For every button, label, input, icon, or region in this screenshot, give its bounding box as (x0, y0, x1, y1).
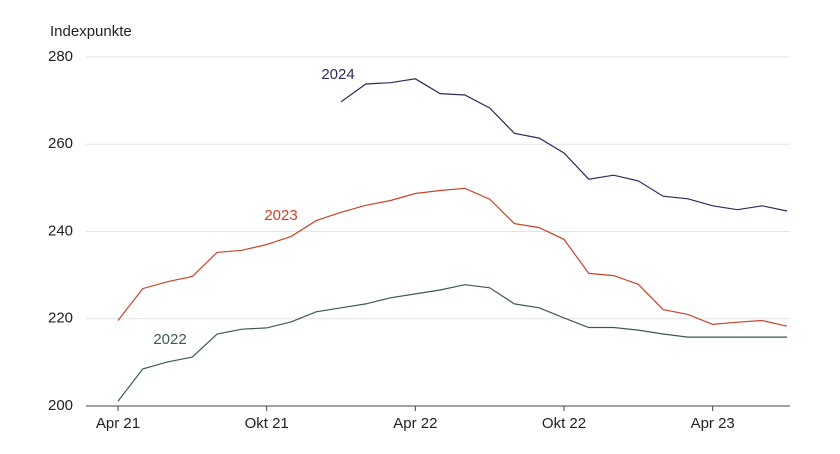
x-tick-label: Okt 21 (245, 415, 289, 432)
series-label: 2023 (264, 207, 297, 224)
series-line (117, 284, 787, 402)
series-label: 2022 (153, 331, 186, 348)
series-label: 2024 (321, 66, 354, 83)
series-line (117, 187, 788, 327)
y-tick-label: 280 (48, 48, 73, 65)
y-axis-label: Indexpunkte (50, 23, 132, 40)
x-tick-label: Apr 21 (96, 415, 140, 432)
y-tick-label: 200 (48, 397, 73, 414)
y-tick-label: 260 (48, 135, 73, 152)
x-tick-label: Okt 22 (542, 415, 586, 432)
series-line (340, 78, 788, 212)
x-tick-label: Apr 23 (691, 415, 735, 432)
x-tick-label: Apr 22 (393, 415, 437, 432)
y-tick-label: 240 (48, 222, 73, 239)
y-tick-label: 220 (48, 310, 73, 327)
